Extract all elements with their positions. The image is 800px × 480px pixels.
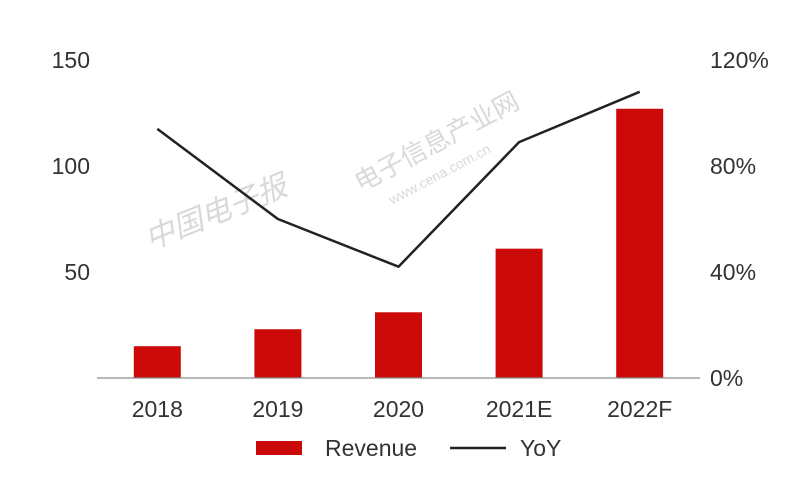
yoy-line-series [156,90,641,268]
category-label: 2018 [132,396,183,422]
category-labels: 2018 2019 2020 2021E 2022F [132,396,673,422]
legend-swatch-revenue [256,441,302,455]
bar-2019 [254,329,302,378]
category-label: 2020 [373,396,424,422]
right-tick-label: 40% [710,259,756,285]
right-tick-label: 0% [710,365,743,391]
category-label: 2022F [607,396,672,422]
right-tick-label: 120% [710,47,769,73]
category-label: 2021E [486,396,553,422]
legend: Revenue YoY [256,435,561,461]
bar-2020 [375,312,422,378]
bar-2018 [133,346,181,378]
category-label: 2019 [252,396,303,422]
left-tick-label: 100 [52,153,90,179]
revenue-bars [133,108,664,378]
bar-2021E [495,248,543,378]
legend-label-revenue: Revenue [325,435,417,461]
yoy-line [156,90,641,268]
left-tick-label: 50 [64,259,90,285]
right-axis-ticks: 0% 40% 80% 120% [710,47,769,391]
left-tick-label: 150 [52,47,90,73]
watermark-logo: 中国电子报 [140,169,294,257]
legend-label-yoy: YoY [520,435,561,461]
watermark: 电子信息产业网 www.cena.com.cn [349,86,524,208]
left-axis-ticks: 50 100 150 [52,47,90,285]
right-tick-label: 80% [710,153,756,179]
bar-2022F [616,108,664,378]
